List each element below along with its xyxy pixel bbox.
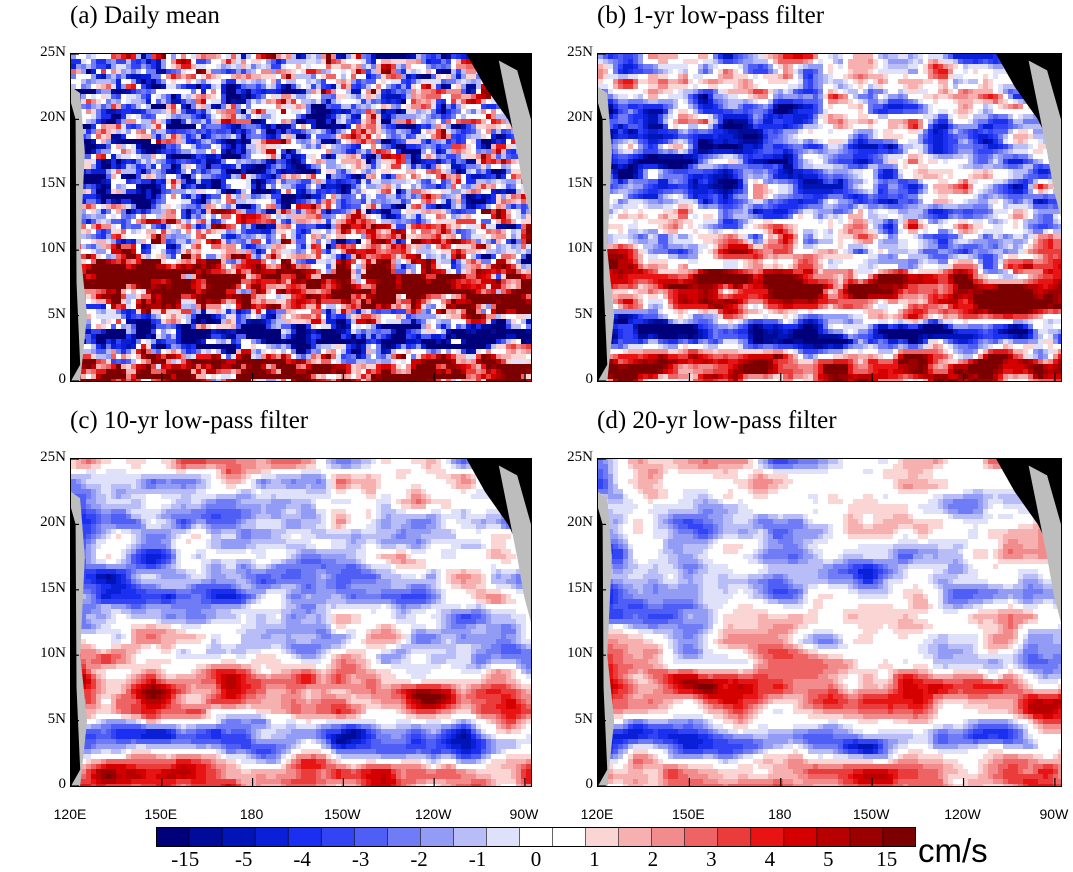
- colorbar-label: 15: [867, 847, 907, 872]
- lat-label: 10N: [26, 645, 66, 662]
- lat-label: 0: [553, 371, 594, 388]
- colorbar-swatch: [618, 827, 653, 847]
- colorbar-swatch: [882, 827, 916, 847]
- lat-label: 5N: [26, 711, 66, 728]
- lon-label: 120E: [40, 806, 100, 822]
- lon-label: 120W: [403, 806, 463, 822]
- map-field-c: [71, 459, 531, 786]
- lat-label: 15N: [553, 580, 593, 597]
- colorbar-label: 0: [516, 847, 556, 872]
- lon-label: 150W: [312, 806, 372, 822]
- lon-label: 90W: [494, 806, 554, 822]
- lat-label: 25N: [26, 44, 66, 61]
- map-panel-b: [597, 53, 1062, 382]
- lon-label: 150E: [658, 806, 718, 822]
- lat-label: 0: [26, 371, 67, 388]
- lat-label: 25N: [553, 449, 593, 466]
- lat-label: 5N: [553, 306, 593, 323]
- colorbar-label: 2: [633, 847, 673, 872]
- panel-title-c: (c) 10-yr low-pass filter: [70, 407, 308, 435]
- colorbar-swatch: [816, 827, 851, 847]
- colorbar-swatch: [552, 827, 587, 847]
- colorbar-swatch: [189, 827, 223, 847]
- map-panel-d: [597, 458, 1062, 787]
- map-field-d: [598, 459, 1061, 786]
- lat-label: 25N: [553, 44, 593, 61]
- lat-label: 5N: [26, 306, 66, 323]
- lat-label: 20N: [553, 109, 593, 126]
- colorbar-swatch: [387, 827, 421, 847]
- colorbar-swatch: [849, 827, 884, 847]
- colorbar-swatch: [420, 827, 454, 847]
- lat-label: 10N: [553, 240, 593, 257]
- panel-title-d: (d) 20-yr low-pass filter: [597, 407, 837, 435]
- colorbar-label: 1: [574, 847, 614, 872]
- lat-label: 20N: [26, 514, 66, 531]
- colorbar-swatch: [321, 827, 355, 847]
- colorbar-swatch: [156, 827, 190, 847]
- colorbar-label: -4: [282, 847, 322, 872]
- lat-label: 15N: [553, 175, 593, 192]
- colorbar-swatch: [255, 827, 289, 847]
- colorbar: [156, 827, 916, 847]
- map-field-a: [71, 54, 531, 381]
- lon-label: 120E: [567, 806, 627, 822]
- lat-label: 10N: [553, 645, 593, 662]
- lon-label: 90W: [1024, 806, 1073, 822]
- lon-label: 150W: [841, 806, 901, 822]
- colorbar-swatch: [453, 827, 487, 847]
- colorbar-swatch: [651, 827, 686, 847]
- lon-label: 120W: [933, 806, 993, 822]
- panel-title-b: (b) 1-yr low-pass filter: [597, 2, 824, 30]
- colorbar-label: 3: [691, 847, 731, 872]
- lat-label: 0: [553, 776, 594, 793]
- colorbar-swatch: [519, 827, 554, 847]
- lon-label: 180: [222, 806, 282, 822]
- colorbar-label: -15: [165, 847, 205, 872]
- lat-label: 20N: [26, 109, 66, 126]
- lat-label: 0: [26, 776, 67, 793]
- colorbar-label: -1: [458, 847, 498, 872]
- map-panel-c: [70, 458, 532, 787]
- lat-label: 25N: [26, 449, 66, 466]
- lat-label: 10N: [26, 240, 66, 257]
- lat-label: 20N: [553, 514, 593, 531]
- colorbar-swatch: [684, 827, 719, 847]
- colorbar-label: 4: [750, 847, 790, 872]
- map-field-b: [598, 54, 1061, 381]
- lon-label: 150E: [131, 806, 191, 822]
- colorbar-swatch: [354, 827, 388, 847]
- lat-label: 15N: [26, 175, 66, 192]
- map-panel-a: [70, 53, 532, 382]
- colorbar-swatch: [717, 827, 752, 847]
- lat-label: 15N: [26, 580, 66, 597]
- colorbar-swatch: [222, 827, 256, 847]
- colorbar-swatch: [783, 827, 818, 847]
- lat-label: 5N: [553, 711, 593, 728]
- colorbar-swatch: [750, 827, 785, 847]
- panel-title-a: (a) Daily mean: [70, 2, 220, 30]
- colorbar-label: -5: [224, 847, 264, 872]
- lon-label: 180: [750, 806, 810, 822]
- colorbar-swatch: [585, 827, 620, 847]
- colorbar-label: 5: [808, 847, 848, 872]
- colorbar-swatch: [288, 827, 322, 847]
- colorbar-units: cm/s: [918, 832, 988, 870]
- colorbar-label: -2: [399, 847, 439, 872]
- colorbar-label: -3: [341, 847, 381, 872]
- colorbar-swatch: [486, 827, 520, 847]
